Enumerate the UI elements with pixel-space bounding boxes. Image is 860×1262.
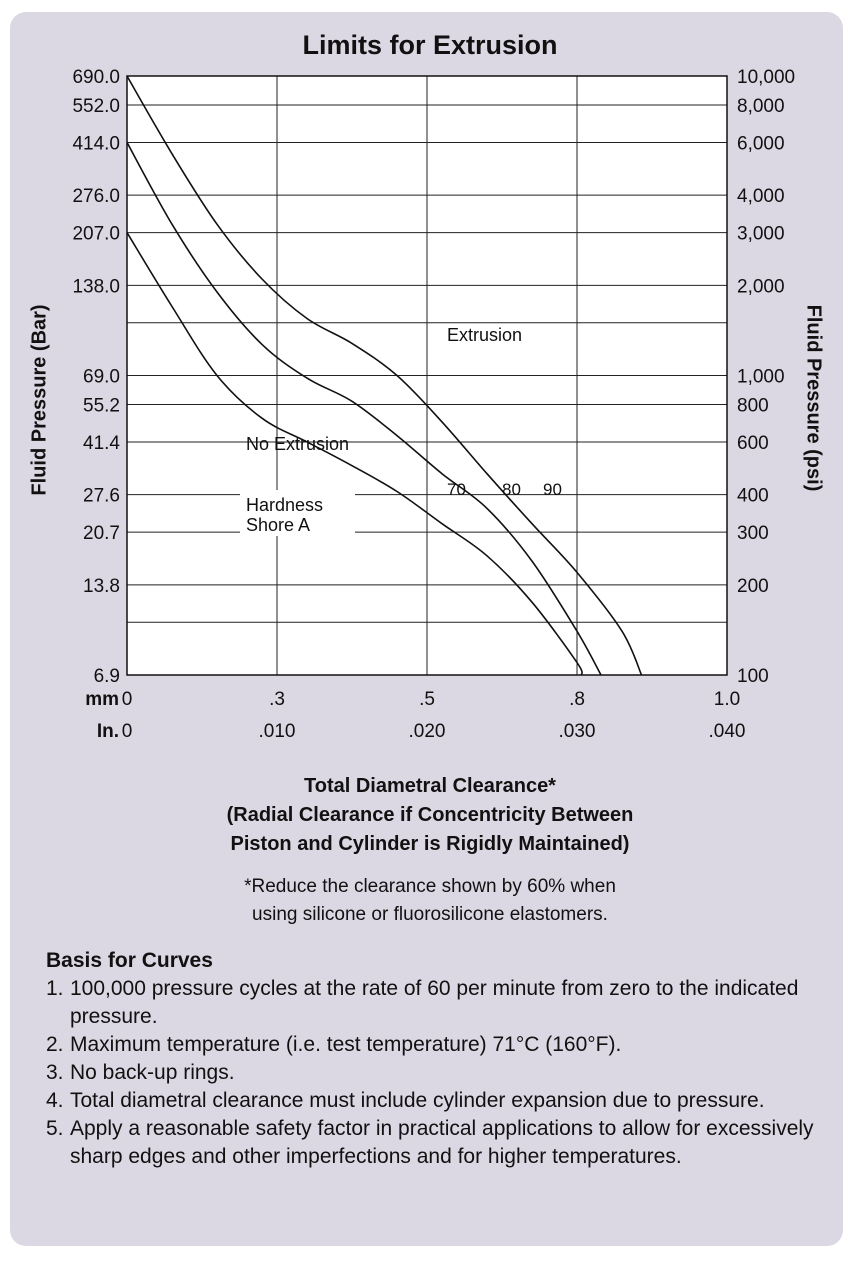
footnote: *Reduce the clearance shown by 60% when … [0,873,860,929]
y-tick-label-psi: 6,000 [737,133,785,154]
y-tick-label-bar: 276.0 [72,186,120,207]
series-label-80: 80 [502,480,521,499]
y-tick-label-bar: 552.0 [72,96,120,117]
basis-item-number: 4. [46,1089,64,1112]
y-tick-label-psi: 8,000 [737,96,785,117]
y-tick-label-psi: 1,000 [737,367,785,388]
basis-item-text: 100,000 pressure cycles at the rate of 6… [70,977,799,1028]
y-tick-label-psi: 400 [737,486,769,507]
basis-list: 1. 100,000 pressure cycles at the rate of… [46,975,826,1171]
series-label-90: 90 [543,480,562,499]
basis-item: 5. Apply a reasonable safety factor in pr… [46,1115,826,1171]
x-tick-label-in: 0 [122,721,133,742]
basis-item-text: Maximum temperature (i.e. test temperatu… [70,1033,622,1056]
extrusion-chart: 690.0 552.0 414.0 276.0 207.0 138.0 69.0 55.2 41… [72,67,795,742]
y-tick-label-bar: 414.0 [72,133,120,154]
x-axis-title: Total Diametral Clearance* [304,775,556,797]
y-tick-label-psi: 800 [737,396,769,417]
basis-item-text: Apply a reasonable safety factor in prac… [70,1117,814,1168]
y-tick-label-psi: 300 [737,523,769,544]
basis-item: 2. Maximum temperature (i.e. test tempera… [46,1031,826,1059]
annotation-extrusion: Extrusion [447,325,522,345]
x-tick-label-in: .040 [709,721,746,742]
basis-item: 1. 100,000 pressure cycles at the rate of… [46,975,826,1031]
curve-90 [126,75,643,676]
y-tick-label-bar: 138.0 [72,276,120,297]
y-tick-label-bar: 690.0 [72,67,120,88]
basis-item: 4. Total diametral clearance must include… [46,1087,826,1115]
y-tick-label-bar: 20.7 [83,523,120,544]
y-tick-label-psi: 2,000 [737,276,785,297]
basis-item-number: 5. [46,1117,64,1140]
y-axis-label-psi: Fluid Pressure (psi) [802,304,825,492]
x-axis-subtitle-line2: Piston and Cylinder is Rigidly Maintaine… [230,833,630,855]
x-tick-label-mm: 0 [122,689,133,710]
y-tick-label-psi: 3,000 [737,224,785,245]
footnote-line1: *Reduce the clearance shown by 60% when [244,876,616,897]
x-tick-label-mm: 1.0 [714,689,740,710]
y-tick-label-psi: 10,000 [737,67,795,88]
y-tick-label-psi: 100 [737,666,769,687]
x-unit-label-in: In. [97,721,119,742]
x-axis-subtitle-line1: (Radial Clearance if Concentricity Betwe… [226,804,634,826]
curve-80 [126,142,602,676]
y-tick-label-psi: 4,000 [737,186,785,207]
x-tick-label-in: .010 [259,721,296,742]
x-tick-label-mm: .8 [569,689,585,710]
x-unit-label-mm: mm [85,689,119,710]
footnote-line2: using silicone or fluorosilicone elastom… [252,904,608,925]
basis-section: Basis for Curves 1. 100,000 pressure cycl… [46,946,826,1171]
y-tick-label-psi: 200 [737,576,769,597]
plot-frame [126,75,728,676]
basis-item-text: No back-up rings. [70,1061,235,1084]
basis-item-number: 1. [46,977,64,1000]
y-tick-label-bar: 69.0 [83,367,120,388]
annotation-hardness: Hardness [246,495,323,515]
annotation-no-extrusion: No Extrusion [246,434,349,454]
curve-70 [126,232,583,676]
x-tick-label-in: .020 [409,721,446,742]
y-axis-label-bar: Fluid Pressure (Bar) [28,304,51,496]
basis-title: Basis for Curves [46,949,213,972]
x-tick-label-mm: .3 [269,689,285,710]
y-tick-label-bar: 207.0 [72,224,120,245]
y-tick-label-bar: 6.9 [94,666,120,687]
y-tick-label-psi: 600 [737,433,769,454]
annotation-shore-a: Shore A [246,515,310,535]
basis-item: 3. No back-up rings. [46,1059,826,1087]
x-axis-label: Total Diametral Clearance* (Radial Clear… [0,772,860,859]
x-tick-label-mm: .5 [419,689,435,710]
y-tick-label-bar: 13.8 [83,576,120,597]
x-tick-label-in: .030 [559,721,596,742]
y-tick-label-bar: 55.2 [83,396,120,417]
y-tick-label-bar: 41.4 [83,433,120,454]
annotation-backdrop [240,490,355,536]
y-tick-label-bar: 27.6 [83,486,120,507]
series-label-70: 70 [447,480,466,499]
chart-title: Limits for Extrusion [302,30,558,60]
basis-item-number: 3. [46,1061,64,1084]
basis-item-text: Total diametral clearance must include c… [70,1089,765,1112]
basis-item-number: 2. [46,1033,64,1056]
